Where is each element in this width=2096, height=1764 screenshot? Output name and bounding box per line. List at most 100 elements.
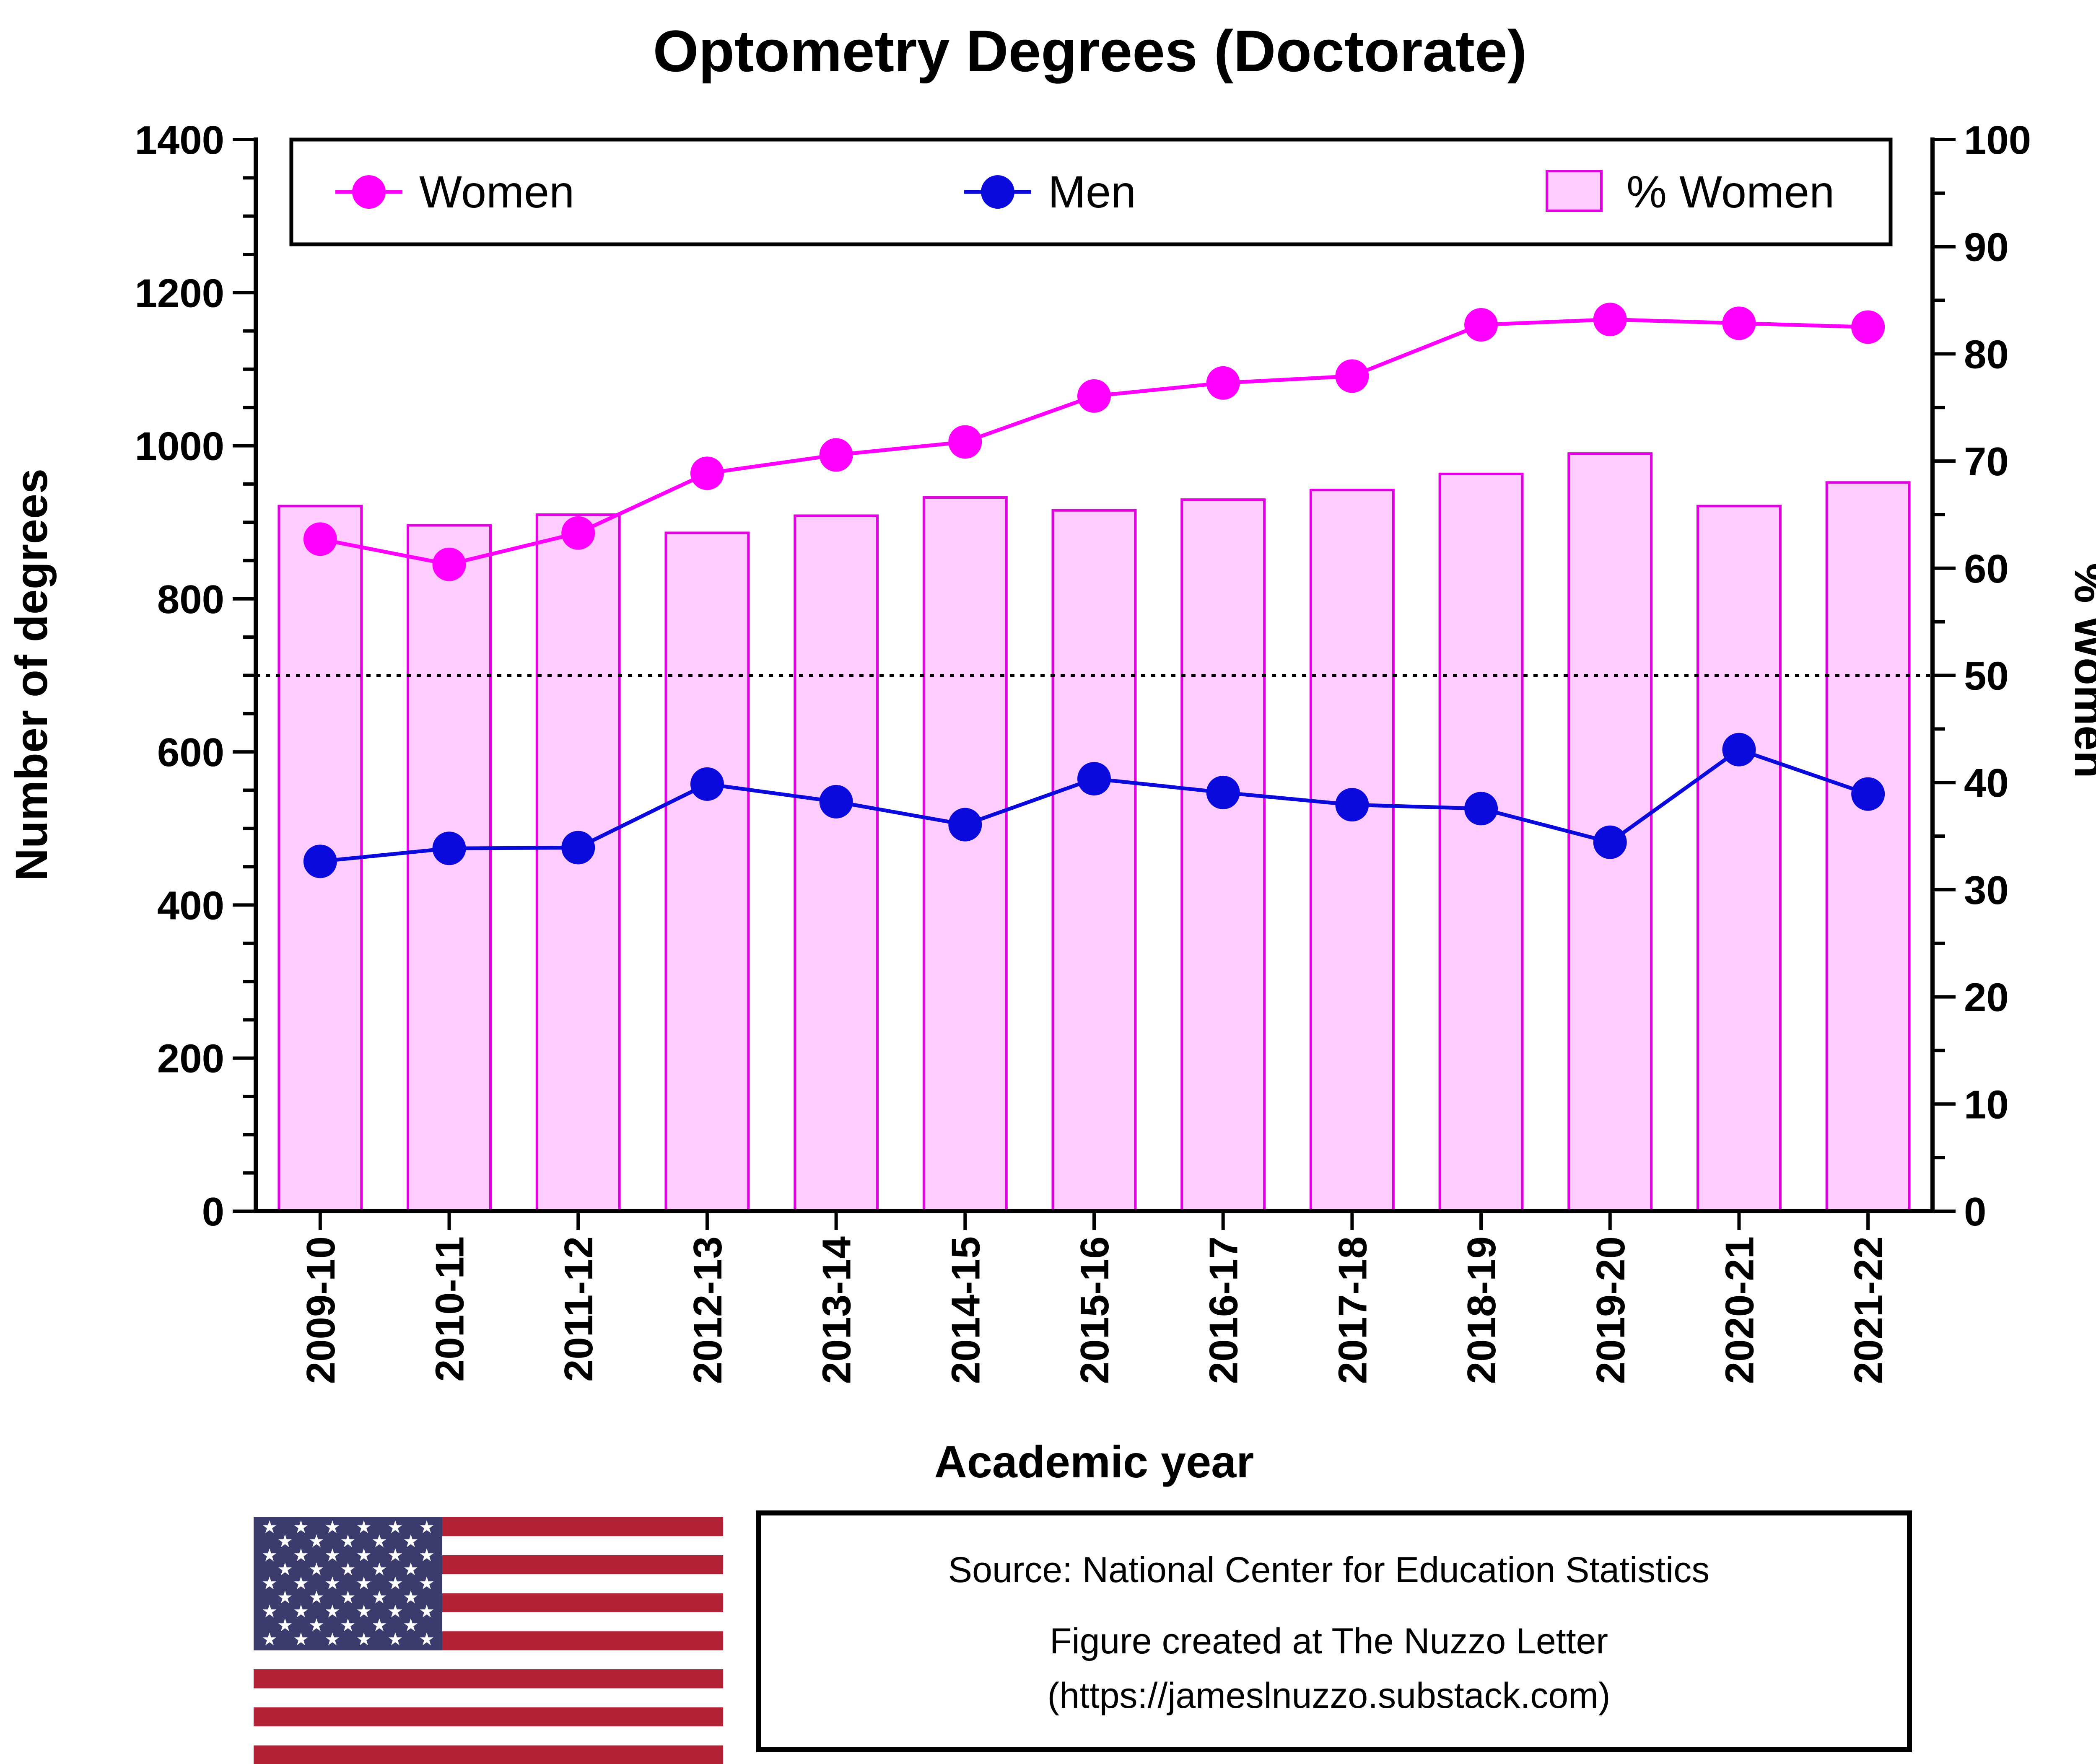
legend: Women Men % Women (289, 137, 1893, 246)
chart-title: Optometry Degrees (Doctorate) (653, 18, 1527, 84)
flag-star: ★ (356, 1517, 372, 1537)
flag-stripe (254, 1650, 723, 1670)
flag-star: ★ (277, 1559, 293, 1579)
x-tick-label: 2018-19 (1459, 1236, 1504, 1384)
flag-star: ★ (403, 1531, 419, 1551)
flag-star: ★ (419, 1517, 435, 1537)
flag-star: ★ (387, 1545, 403, 1565)
flag-star: ★ (387, 1601, 403, 1621)
flag-star: ★ (340, 1587, 356, 1607)
source-line-1: Source: National Center for Education St… (948, 1550, 1709, 1590)
men-point (1464, 792, 1498, 826)
flag-star: ★ (293, 1517, 309, 1537)
flag-star: ★ (371, 1559, 387, 1579)
flag-star: ★ (419, 1601, 435, 1621)
right-tick-label: 60 (1964, 547, 2009, 591)
bars-layer (278, 452, 1911, 1212)
men-point (948, 808, 982, 842)
pct-women-bar (922, 496, 1008, 1212)
flag-star: ★ (356, 1545, 372, 1565)
pct-women-bar (794, 514, 879, 1212)
women-point (561, 516, 595, 550)
flag-stripe (254, 1745, 723, 1764)
x-tick-label: 2017-18 (1330, 1236, 1375, 1384)
left-tick-label: 600 (157, 730, 224, 775)
flag-stripe (254, 1688, 723, 1708)
flag-stripe (254, 1707, 723, 1727)
right-tick-label: 0 (1964, 1189, 1986, 1234)
flag-star: ★ (262, 1545, 278, 1565)
legend-women-marker (352, 175, 386, 209)
us-flag-icon: ★ ★ ★ ★ ★ ★★ ★ ★ ★ ★★ ★ ★ ★ ★ ★★ ★ ★ ★ ★★ ★ ★ ★ ★ ★★ ★ ★ ★ ★★ ★ ★ ★ ★ ★★… (254, 1517, 723, 1764)
source-frame (756, 1510, 1912, 1752)
men-point (1851, 777, 1885, 811)
flag-star: ★ (403, 1615, 419, 1635)
source-line-3: (https://jameslnuzzo.substack.com) (1047, 1676, 1610, 1716)
x-tick-label: 2021-22 (1846, 1236, 1891, 1384)
x-tick-label: 2010-11 (428, 1236, 472, 1382)
flag-star: ★ (309, 1615, 324, 1635)
women-point (1851, 310, 1885, 344)
flag-stripe (254, 1669, 723, 1689)
right-tick-label: 90 (1964, 225, 2009, 270)
left-tick-label: 200 (157, 1036, 224, 1081)
women-point (303, 522, 337, 556)
pct-women-bar (1825, 481, 1911, 1212)
lines-layer (303, 303, 1885, 878)
women-point (1335, 359, 1369, 393)
left-ticks: 0 200 400 600 800 1000 1200 1400 (135, 118, 256, 1234)
flag-star: ★ (324, 1573, 340, 1593)
pct-women-bar (1697, 505, 1782, 1212)
pct-women-bar (1438, 472, 1524, 1212)
left-tick-label: 800 (157, 577, 224, 622)
flag-star: ★ (277, 1531, 293, 1551)
flag-star: ★ (277, 1587, 293, 1607)
flag-star: ★ (340, 1615, 356, 1635)
right-tick-label: 40 (1964, 761, 2009, 806)
x-axis-title: Academic year (934, 1436, 1254, 1487)
flag-star: ★ (403, 1559, 419, 1579)
flag-canton (254, 1517, 442, 1650)
left-tick-label: 1000 (135, 424, 224, 469)
flag-star: ★ (293, 1573, 309, 1593)
flag-star: ★ (340, 1531, 356, 1551)
flag-star: ★ (262, 1601, 278, 1621)
men-point (303, 844, 337, 878)
women-point (690, 456, 724, 490)
men-point (819, 785, 853, 819)
women-point (1464, 308, 1498, 342)
men-point (1206, 775, 1240, 809)
pct-women-bar (1180, 498, 1266, 1212)
flag-star: ★ (324, 1517, 340, 1537)
flag-star: ★ (262, 1573, 278, 1593)
women-point (819, 438, 853, 472)
x-tick-label: 2011-12 (556, 1236, 601, 1382)
pct-women-bar (664, 531, 750, 1212)
flag-stripe (254, 1726, 723, 1746)
women-point (948, 425, 982, 459)
flag-star: ★ (324, 1601, 340, 1621)
legend-pct-women-swatch (1546, 170, 1603, 212)
source-box: Source: National Center for Education St… (756, 1510, 1912, 1752)
flag-star: ★ (293, 1601, 309, 1621)
x-tick-label: 2009-10 (298, 1236, 343, 1384)
right-tick-label: 50 (1964, 654, 2009, 699)
flag-star: ★ (371, 1587, 387, 1607)
men-point (1593, 825, 1627, 859)
x-tick-label: 2014-15 (943, 1236, 988, 1384)
axes-layer: 0 200 400 600 800 1000 1200 1400 0 10 20 30 40 50 60 7… (135, 118, 2031, 1384)
flag-star: ★ (419, 1629, 435, 1649)
right-tick-label: 100 (1964, 118, 2031, 163)
flag-star: ★ (387, 1517, 403, 1537)
flag-star: ★ (309, 1559, 324, 1579)
flag-star: ★ (309, 1531, 324, 1551)
y2-axis-title: % Women (2065, 563, 2096, 778)
flag-star: ★ (262, 1629, 278, 1649)
legend-men-marker (981, 175, 1014, 209)
left-tick-label: 1200 (135, 271, 224, 316)
right-tick-label: 70 (1964, 439, 2009, 484)
flag-star: ★ (356, 1629, 372, 1649)
flag-star: ★ (371, 1531, 387, 1551)
men-point (690, 767, 724, 801)
